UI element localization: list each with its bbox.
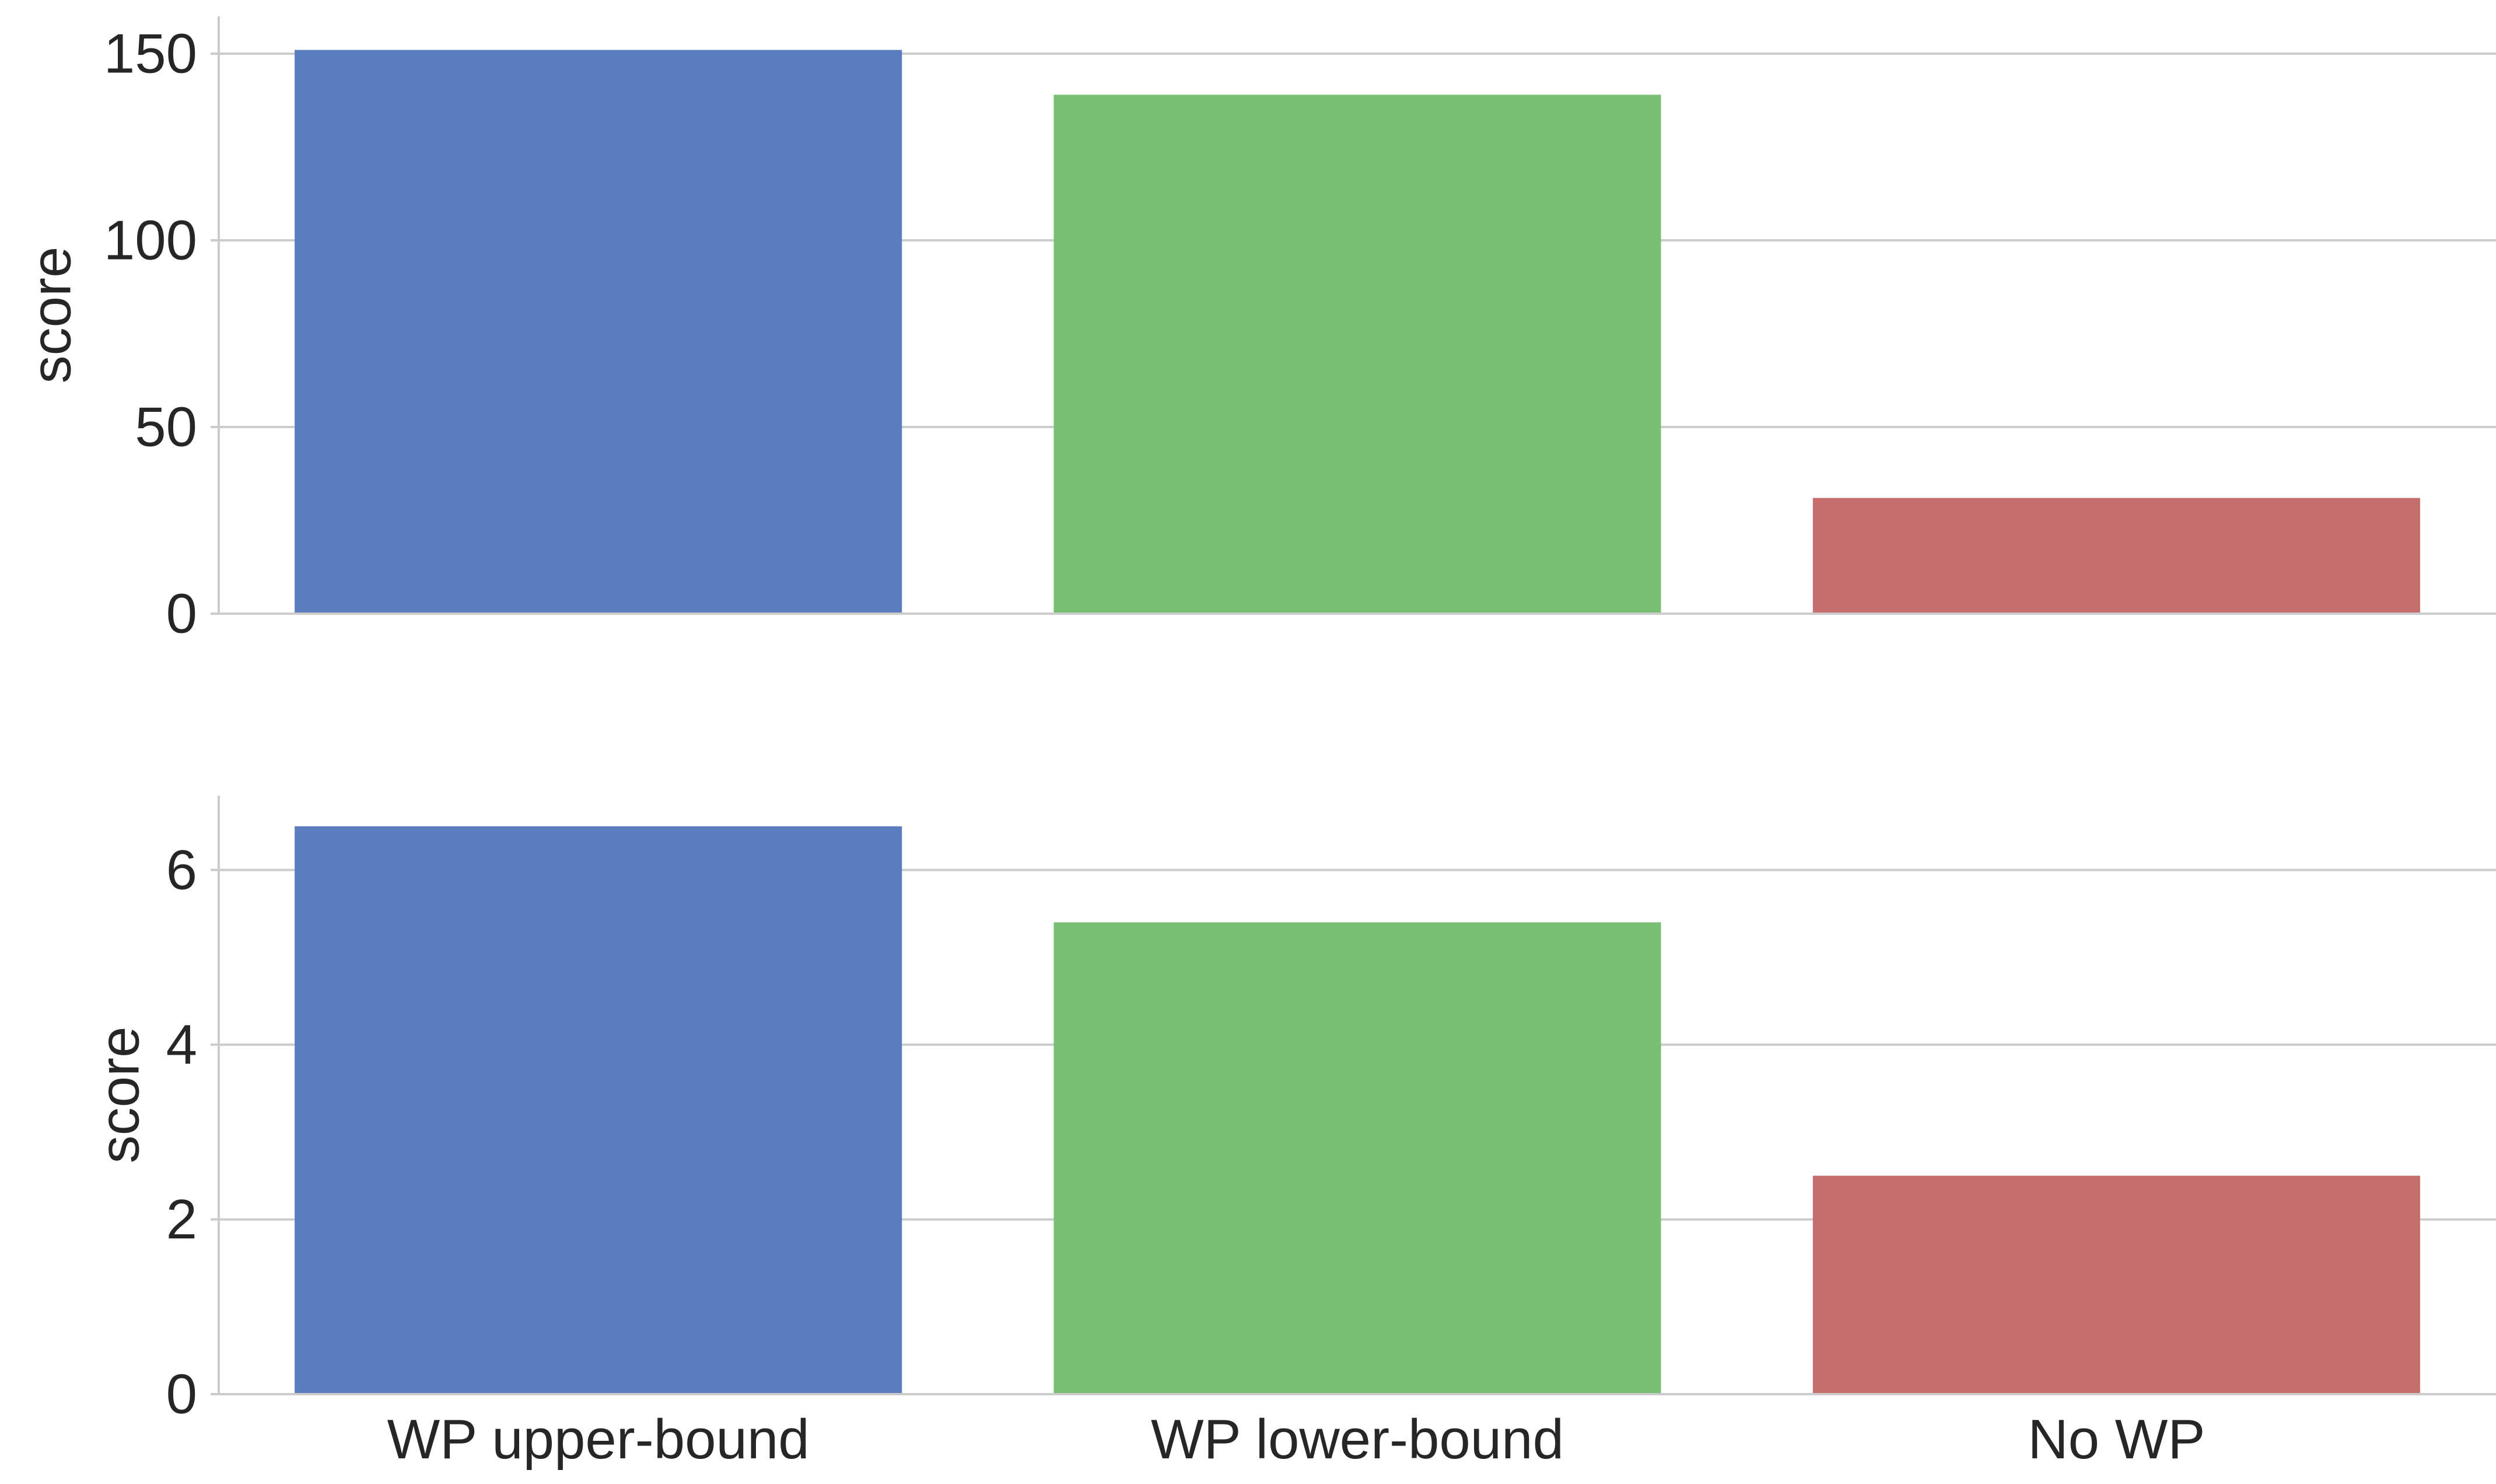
bottom-panel: 0 2 4 6 score WP upper-bound WP lower-bound No …	[89, 796, 2496, 1471]
x-tick-label: No WP	[2028, 1408, 2205, 1471]
y-axis-label: score	[89, 1027, 151, 1164]
y-axis-label: score	[20, 247, 83, 384]
x-tick-label: WP lower-bound	[1151, 1408, 1564, 1471]
y-tick-label: 6	[166, 839, 197, 901]
y-tick-label: 0	[166, 1363, 197, 1426]
bar-no-wp	[1812, 498, 2420, 614]
bar-wp-lower-bound	[1053, 922, 1661, 1394]
y-tick-label: 4	[166, 1013, 197, 1076]
y-tick-label: 0	[166, 583, 197, 645]
y-tick-label: 50	[135, 396, 197, 459]
y-tick-label: 2	[166, 1188, 197, 1251]
x-tick-label: WP upper-bound	[387, 1408, 810, 1471]
y-tick-label: 150	[104, 23, 197, 85]
bar-wp-lower-bound	[1053, 94, 1661, 614]
y-tick-label: 100	[104, 209, 197, 272]
bar-no-wp	[1812, 1175, 2420, 1394]
bar-wp-upper-bound	[295, 826, 902, 1394]
bar-wp-upper-bound	[295, 50, 902, 614]
top-panel: 0 50 100 150 score	[20, 16, 2496, 645]
